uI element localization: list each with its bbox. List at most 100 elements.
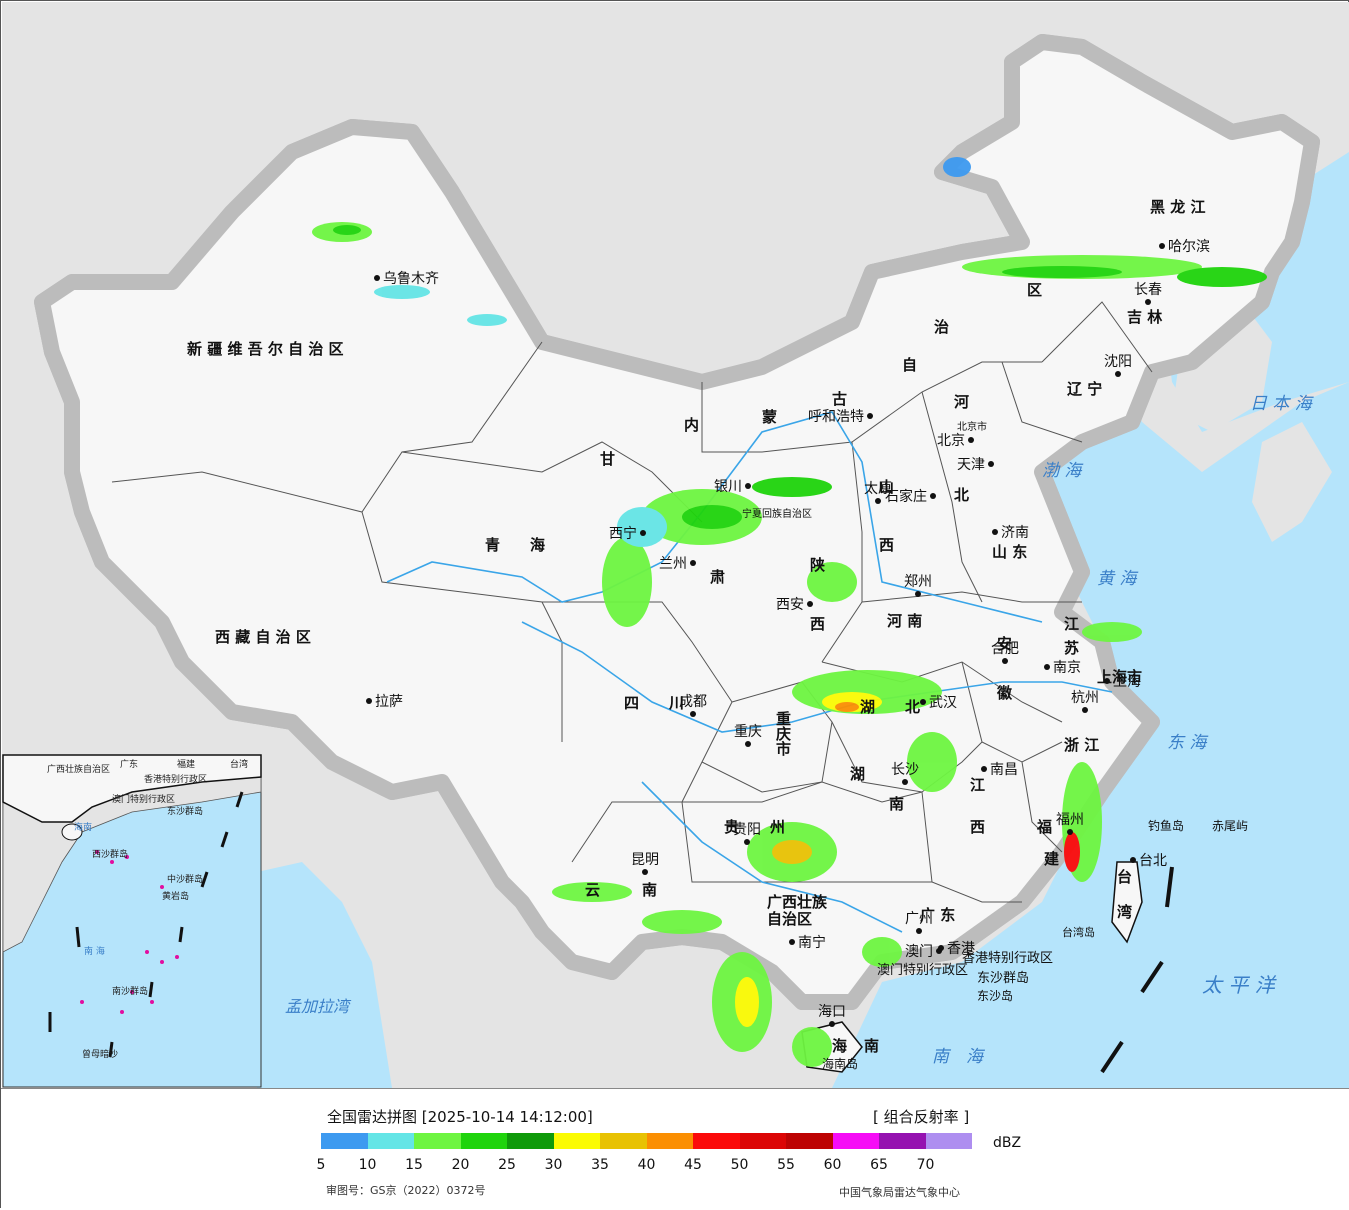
color-swatch <box>600 1133 647 1149</box>
scale-label: 45 <box>684 1157 702 1173</box>
color-swatch <box>321 1133 368 1149</box>
city-label: 太原 <box>864 481 892 497</box>
extra-label: 台湾岛 <box>1062 925 1095 939</box>
city-dot <box>902 779 908 785</box>
region-label: 湖 <box>860 698 875 716</box>
region-label: 新 疆 维 吾 尔 自 治 区 <box>187 340 344 358</box>
region-label: 江 <box>1064 615 1079 633</box>
color-swatch <box>414 1133 461 1149</box>
city-label: 合肥 <box>991 641 1019 657</box>
sea-label: 黄 海 <box>1097 569 1139 589</box>
city-label: 香港 <box>947 941 975 957</box>
city-label: 济南 <box>1001 525 1029 541</box>
extra-label: 海南岛 <box>822 1056 858 1071</box>
city-dot <box>992 529 998 535</box>
sea-label: 孟加拉湾 <box>285 997 352 1016</box>
extra-label: 北京市 <box>957 420 987 433</box>
extra-label: 钓鱼岛 <box>1148 818 1184 833</box>
scale-label: 10 <box>358 1157 377 1173</box>
region-label: 贵 <box>724 818 739 836</box>
region-label: 广西壮族 <box>767 893 828 911</box>
color-scale <box>321 1133 972 1149</box>
region-label: 西 <box>810 615 825 633</box>
region-label: 南 <box>864 1037 879 1055</box>
land-japan <box>1252 422 1332 542</box>
sea-label: 南 海 <box>932 1047 986 1067</box>
city-dot <box>807 601 813 607</box>
color-swatch <box>646 1133 693 1149</box>
region-label: 徽 <box>996 684 1013 702</box>
region-label: 重 <box>776 710 791 728</box>
city-dot <box>1082 707 1088 713</box>
city-dot <box>744 839 750 845</box>
city-label: 呼和浩特 <box>808 409 864 425</box>
region-label: 内 <box>684 416 699 434</box>
extra-label: 宁夏回族自治区 <box>742 507 812 520</box>
region-label: 庆 <box>776 725 791 743</box>
sea-label: 太 平 洋 <box>1202 973 1277 997</box>
region-label: 海 <box>832 1037 847 1055</box>
city-dot <box>690 711 696 717</box>
region-label: 山 <box>879 478 894 496</box>
color-swatch <box>693 1133 740 1149</box>
inset-label: 南沙群岛 <box>112 985 148 997</box>
city-dot <box>875 498 881 504</box>
legend-panel: 全国雷达拼图 [2025-10-14 14:12:00] [ 组合反射率 ] d… <box>1 1088 1349 1210</box>
color-swatch <box>786 1133 833 1149</box>
city-dot <box>745 741 751 747</box>
scale-label: 60 <box>823 1157 842 1173</box>
region-label: 吉 林 <box>1127 308 1163 326</box>
inset-label: 广东 <box>120 758 138 770</box>
color-swatch <box>507 1133 554 1149</box>
city-dot <box>366 698 372 704</box>
region-label: 台 <box>1117 868 1132 886</box>
city-label: 天津 <box>957 457 985 473</box>
city-label: 石家庄 <box>885 488 927 505</box>
city-label: 兰州 <box>659 556 687 572</box>
city-label: 乌鲁木齐 <box>383 271 439 287</box>
city-label: 上海 <box>1113 674 1141 690</box>
city-label: 南京 <box>1053 660 1081 676</box>
city-label: 杭州 <box>1071 690 1099 706</box>
city-dot <box>640 530 646 536</box>
scale-label: 55 <box>777 1157 795 1173</box>
city-label: 银川 <box>714 479 742 495</box>
inset-label: 香港特别行政区 <box>144 773 207 785</box>
region-label: 福 <box>1036 818 1052 836</box>
region-label: 自 <box>902 356 917 374</box>
inset-label: 澳门特别行政区 <box>112 793 175 805</box>
region-label: 西 <box>879 536 894 554</box>
city-label: 贵阳 <box>733 822 761 838</box>
city-dot <box>374 275 380 281</box>
unit-label: dBZ <box>993 1135 1022 1151</box>
inset-label: 台湾 <box>230 758 248 770</box>
city-labels: 乌鲁木齐拉萨西宁兰州银川呼和浩特北京天津石家庄太原济南郑州西安成都重庆武汉合肥南… <box>366 239 1210 1027</box>
city-dot <box>920 699 926 705</box>
city-label: 武汉 <box>929 695 957 711</box>
region-label: 自治区 <box>767 910 812 928</box>
province-borders <box>111 301 1153 903</box>
organization-name: 中国气象局雷达气象中心 <box>839 1186 960 1199</box>
scale-labels: 5 10 15 20 25 30 35 40 45 50 55 60 65 70 <box>311 1157 961 1175</box>
city-label: 重庆 <box>734 724 762 740</box>
inset-label: 中沙群岛 <box>167 873 203 885</box>
region-label: 湖 <box>850 765 865 783</box>
region-label: 西 藏 自 治 区 <box>215 628 311 646</box>
region-label: 治 <box>934 318 949 336</box>
city-dot <box>1159 243 1165 249</box>
rivers <box>386 411 1113 933</box>
scale-label: 40 <box>637 1157 656 1173</box>
region-label: 南 <box>642 881 657 899</box>
inset-label: 海南 <box>74 821 92 833</box>
inset-label: 福建 <box>177 758 195 770</box>
scale-label: 25 <box>498 1157 516 1173</box>
city-label: 长沙 <box>891 762 919 778</box>
city-dot <box>867 413 873 419</box>
extra-label: 澳门特别行政区 <box>877 962 968 978</box>
color-swatch <box>367 1133 414 1149</box>
city-dot <box>981 766 987 772</box>
region-label: 古 <box>832 390 847 408</box>
city-dot <box>968 437 974 443</box>
region-label: 西 <box>970 818 985 836</box>
